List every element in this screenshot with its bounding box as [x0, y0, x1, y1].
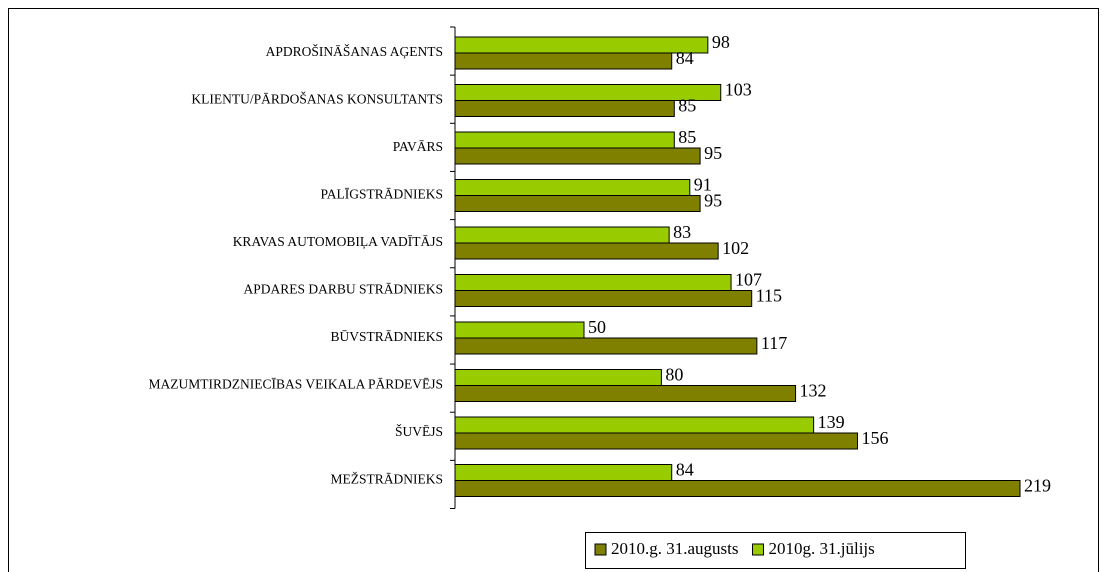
data-label: 84 [676, 460, 694, 480]
legend-label: 2010.g. 31.augusts [611, 539, 739, 558]
legend-box [585, 532, 966, 569]
y-tick-label: MAZUMTIRDZNIECĪBAS VEIKALA PĀRDEVĒJS [148, 377, 443, 392]
bar [454, 131, 675, 149]
data-label: 80 [665, 365, 683, 385]
bar [454, 290, 753, 307]
bar [454, 274, 732, 291]
data-label: 85 [678, 127, 696, 147]
bar [454, 226, 670, 244]
data-label: 85 [678, 96, 696, 116]
bar [454, 385, 797, 402]
data-label: 117 [761, 333, 787, 353]
bar [454, 36, 709, 54]
legend-label: 2010g. 31.jūlijs [769, 539, 875, 558]
y-tick-label: KLIENTU/PĀRDOŠANAS KONSULTANTS [191, 92, 443, 107]
data-label: 156 [861, 428, 888, 448]
y-tick-label: KRAVAS AUTOMOBIĻA VADĪTĀJS [233, 234, 443, 249]
legend-swatch [594, 543, 607, 556]
data-label: 115 [756, 286, 782, 306]
bar [454, 147, 701, 165]
y-tick-label: APDROŠINĀŠANAS AĢENTS [266, 44, 443, 59]
data-label: 103 [725, 80, 752, 100]
bar [454, 337, 758, 355]
data-label: 95 [704, 191, 722, 211]
bar [454, 179, 691, 196]
data-label: 139 [818, 412, 845, 432]
data-label: 91 [694, 175, 712, 195]
y-tick-label: PAVĀRS [393, 139, 443, 154]
bar [454, 100, 675, 117]
data-label: 219 [1024, 476, 1051, 496]
data-label: 84 [676, 48, 694, 68]
data-label: 107 [735, 270, 762, 290]
y-tick-label: MEŽSTRĀDNIEKS [330, 472, 443, 487]
bar [454, 195, 701, 212]
bar [454, 242, 719, 260]
bar [454, 480, 1021, 497]
bar [454, 321, 585, 339]
chart-border [8, 8, 1099, 572]
y-tick-label: APDARES DARBU STRĀDNIEKS [243, 282, 443, 297]
y-tick-label: BŪVSTRĀDNIEKS [330, 329, 443, 344]
y-tick-label: ŠUVĒJS [395, 424, 443, 439]
bar [454, 464, 673, 481]
data-label: 95 [704, 143, 722, 163]
bar [454, 432, 858, 450]
bar [454, 416, 815, 434]
data-label: 102 [722, 238, 749, 258]
data-label: 132 [800, 381, 827, 401]
data-label: 98 [712, 32, 730, 52]
data-label: 83 [673, 222, 691, 242]
bar [454, 369, 662, 386]
legend-swatch [752, 543, 764, 556]
data-label: 50 [588, 317, 606, 337]
bar [454, 52, 673, 70]
y-tick-label: PALĪGSTRĀDNIEKS [320, 187, 443, 202]
